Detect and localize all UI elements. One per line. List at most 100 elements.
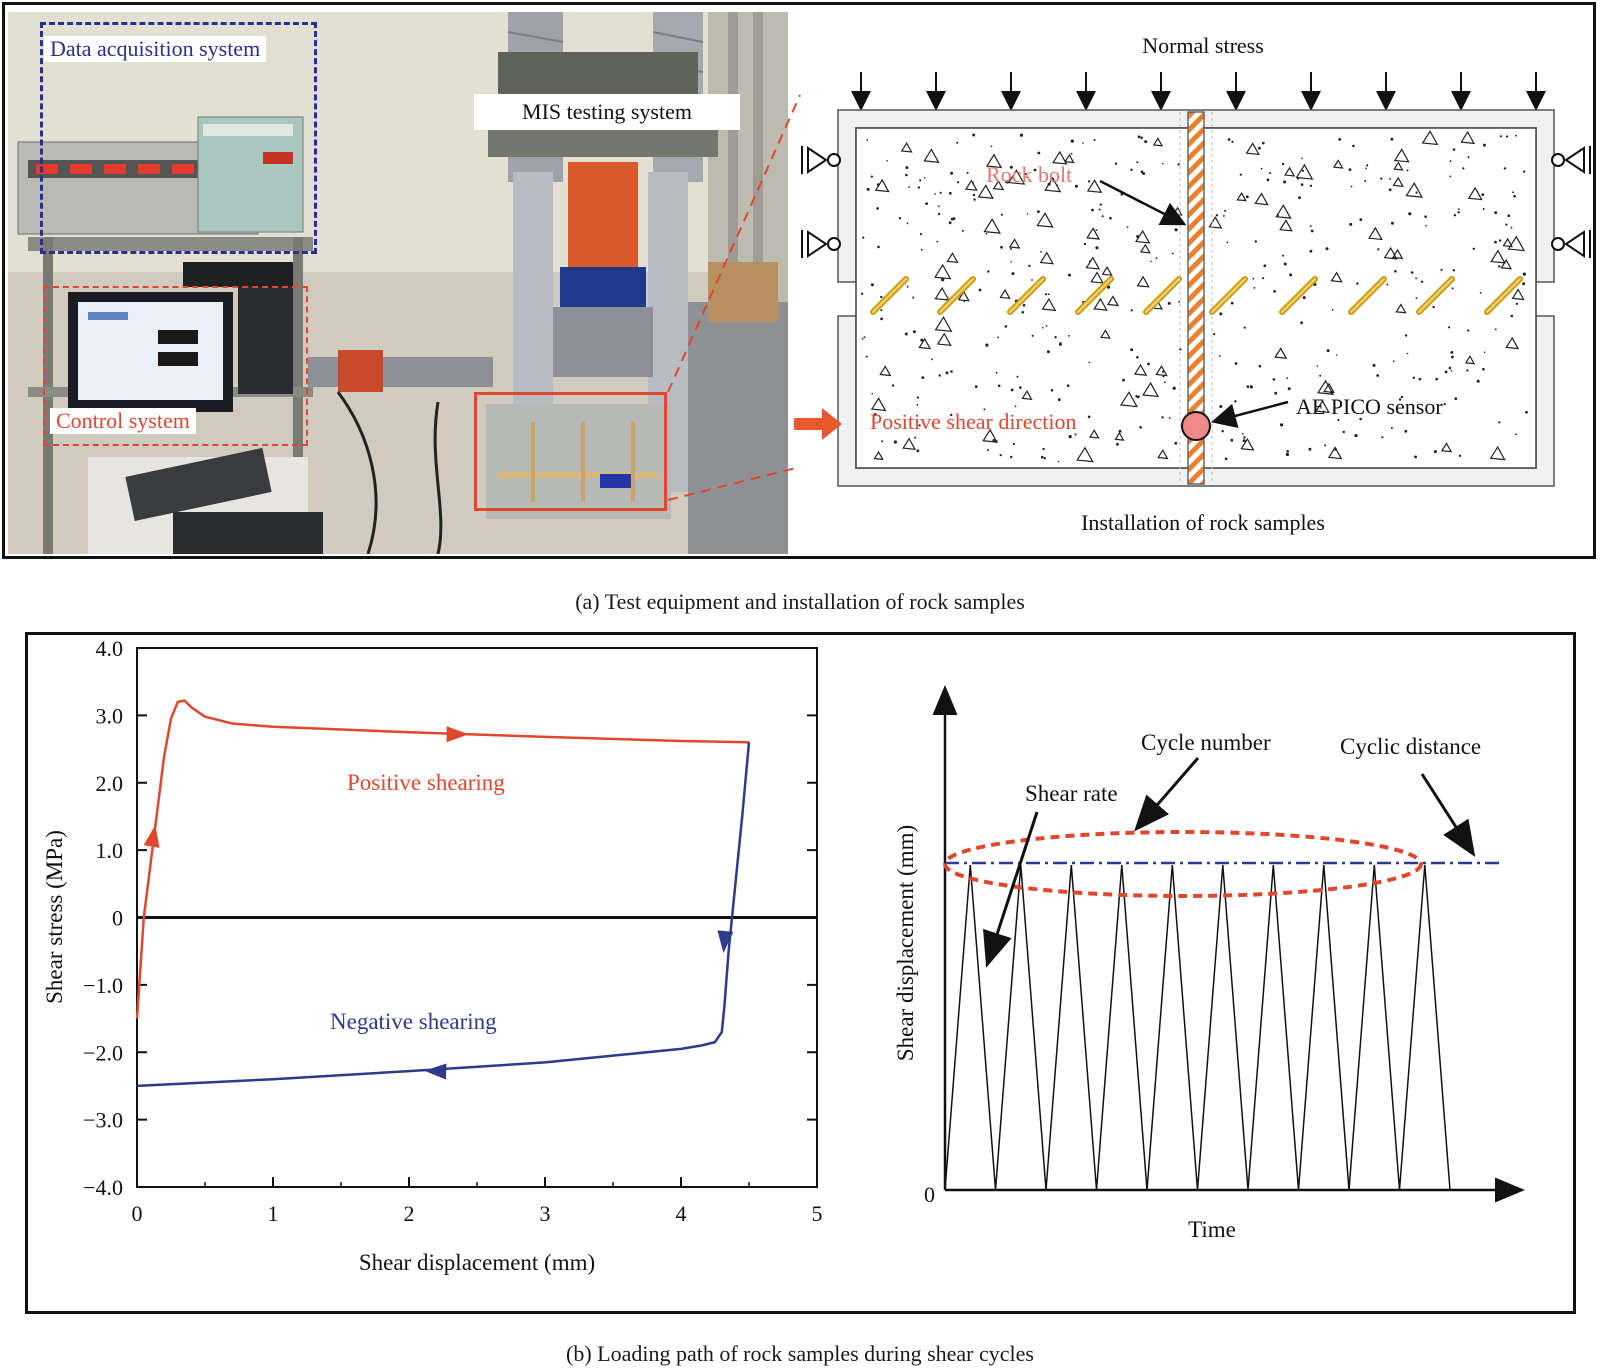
aggregate-dot: [1122, 378, 1125, 382]
aggregate-dot: [1364, 180, 1367, 182]
aggregate-dot: [1342, 430, 1346, 434]
aggregate-triangle: [1490, 249, 1506, 264]
aggregate-dot: [914, 436, 917, 439]
aggregate-dot: [1088, 361, 1091, 364]
aggregate-dot: [1433, 450, 1437, 454]
aggregate-triangle: [874, 178, 890, 193]
aggregate-triangle: [1464, 355, 1476, 365]
aggregate-dot: [999, 454, 1002, 457]
aggregate-dot: [1227, 138, 1231, 141]
aggregate-dot: [990, 145, 993, 148]
aggregate-dot: [1095, 229, 1098, 232]
aggregate-triangle: [1323, 382, 1335, 394]
aggregate-triangle: [965, 179, 978, 191]
aggregate-dot: [866, 187, 870, 191]
aggregate-dot: [1010, 388, 1014, 392]
panel-a-frame: [2, 2, 1596, 559]
aggregate-dot: [1059, 342, 1062, 345]
aggregate-dot: [1258, 364, 1262, 368]
aggregate-dot: [1262, 141, 1265, 145]
aggregate-dot: [1450, 351, 1454, 354]
aggregate-triangle: [957, 290, 970, 302]
aggregate-dot: [1114, 162, 1118, 165]
aggregate-dot: [1045, 293, 1048, 296]
aggregate-dot: [1263, 264, 1267, 268]
aggregate-dot: [983, 408, 986, 411]
aggregate-dot: [880, 309, 883, 312]
cycle-number-ellipse: [943, 830, 1423, 898]
aggregate-dot: [1093, 139, 1096, 141]
cyclic-distance-arrow: [1420, 773, 1476, 858]
aggregate-dot: [1095, 246, 1099, 250]
aggregate-dot: [1014, 405, 1017, 408]
aggregate-dot: [1523, 170, 1526, 173]
aggregate-triangle: [1395, 303, 1407, 314]
aggregate-dot: [1449, 160, 1452, 163]
aggregate-dot: [1126, 226, 1129, 228]
aggregate-dot: [1136, 356, 1139, 359]
aggregate-triangle: [934, 315, 953, 333]
aggregate-dot: [1390, 137, 1394, 141]
aggregate-dot: [1139, 426, 1142, 429]
aggregate-dot: [1366, 164, 1369, 167]
aggregate-triangle: [1502, 237, 1513, 248]
aggregate-dot: [1354, 434, 1358, 438]
aggregate-dot: [997, 384, 1001, 388]
aggregate-triangle: [1152, 137, 1164, 147]
aggregate-triangle: [1106, 295, 1120, 307]
aggregate-dot: [1012, 442, 1016, 445]
aggregate-dot: [1498, 421, 1501, 424]
y-tick-label: −4.0: [83, 1175, 123, 1200]
aggregate-triangle: [1274, 347, 1288, 359]
aggregate-dot: [1242, 439, 1246, 443]
aggregate-dot: [1213, 333, 1216, 336]
aggregate-dot: [1432, 305, 1435, 309]
aggregate-dot: [876, 207, 879, 210]
y-tick-label: 4.0: [96, 636, 124, 661]
aggregate-triangle: [1440, 442, 1453, 453]
aggregate-dot: [905, 173, 908, 177]
aggregate-dot: [1309, 184, 1313, 187]
aggregate-dot: [1070, 139, 1074, 143]
x-tick-label: 3: [540, 1201, 551, 1226]
aggregate-triangle: [1507, 235, 1526, 252]
aggregate-triangle: [1511, 288, 1525, 301]
aggregate-triangle: [1505, 336, 1520, 350]
shear-stress-chart: 0 1 2 3 4 5 4.0 3.0 2.0 1.0 0 −1.0 −2.0 −3.0 −4.0 Posi…: [42, 636, 823, 1275]
aggregate-dot: [904, 332, 908, 336]
aggregate-triangle: [1093, 297, 1108, 311]
aggregate-dot: [1068, 335, 1070, 337]
aggregate-dot: [1404, 334, 1408, 337]
aggregate-dot: [1400, 395, 1404, 399]
aggregate-dot: [1494, 240, 1497, 244]
aggregate-dot: [873, 413, 877, 416]
aggregate-dot: [1418, 377, 1422, 381]
aggregate-dot: [1386, 283, 1389, 286]
aggregate-dot: [1425, 224, 1427, 227]
aggregate-triangle: [1157, 449, 1169, 460]
aggregate-dot: [1174, 228, 1178, 232]
aggregate-triangle: [1467, 186, 1483, 201]
panel-a-caption: (a) Test equipment and installation of r…: [575, 589, 1025, 614]
aggregate-dot: [1010, 455, 1013, 459]
aggregate-triangle: [1086, 227, 1101, 240]
aggregate-dot: [1042, 447, 1045, 451]
aggregate-dot: [1350, 185, 1353, 188]
aggregate-dot: [924, 177, 926, 179]
aggregate-dot: [1513, 194, 1516, 198]
aggregate-dot: [1253, 287, 1256, 289]
aggregate-triangle: [1460, 130, 1476, 145]
aggregate-triangle: [992, 179, 1005, 191]
aggregate-dot: [1406, 352, 1409, 355]
aggregate-dot: [908, 186, 910, 188]
aggregate-dot: [1010, 261, 1012, 263]
control-system-label: Control system: [50, 408, 196, 434]
aggregate-triangle: [1284, 166, 1296, 177]
aggregate-dot: [1458, 454, 1462, 457]
aggregate-dot: [1414, 455, 1417, 459]
aggregate-dot: [1231, 140, 1234, 143]
aggregate-dot: [938, 374, 941, 377]
aggregate-triangle: [1039, 251, 1055, 265]
aggregate-dot: [1507, 214, 1511, 217]
shear-direction-label: Positive shear direction: [870, 409, 1077, 434]
